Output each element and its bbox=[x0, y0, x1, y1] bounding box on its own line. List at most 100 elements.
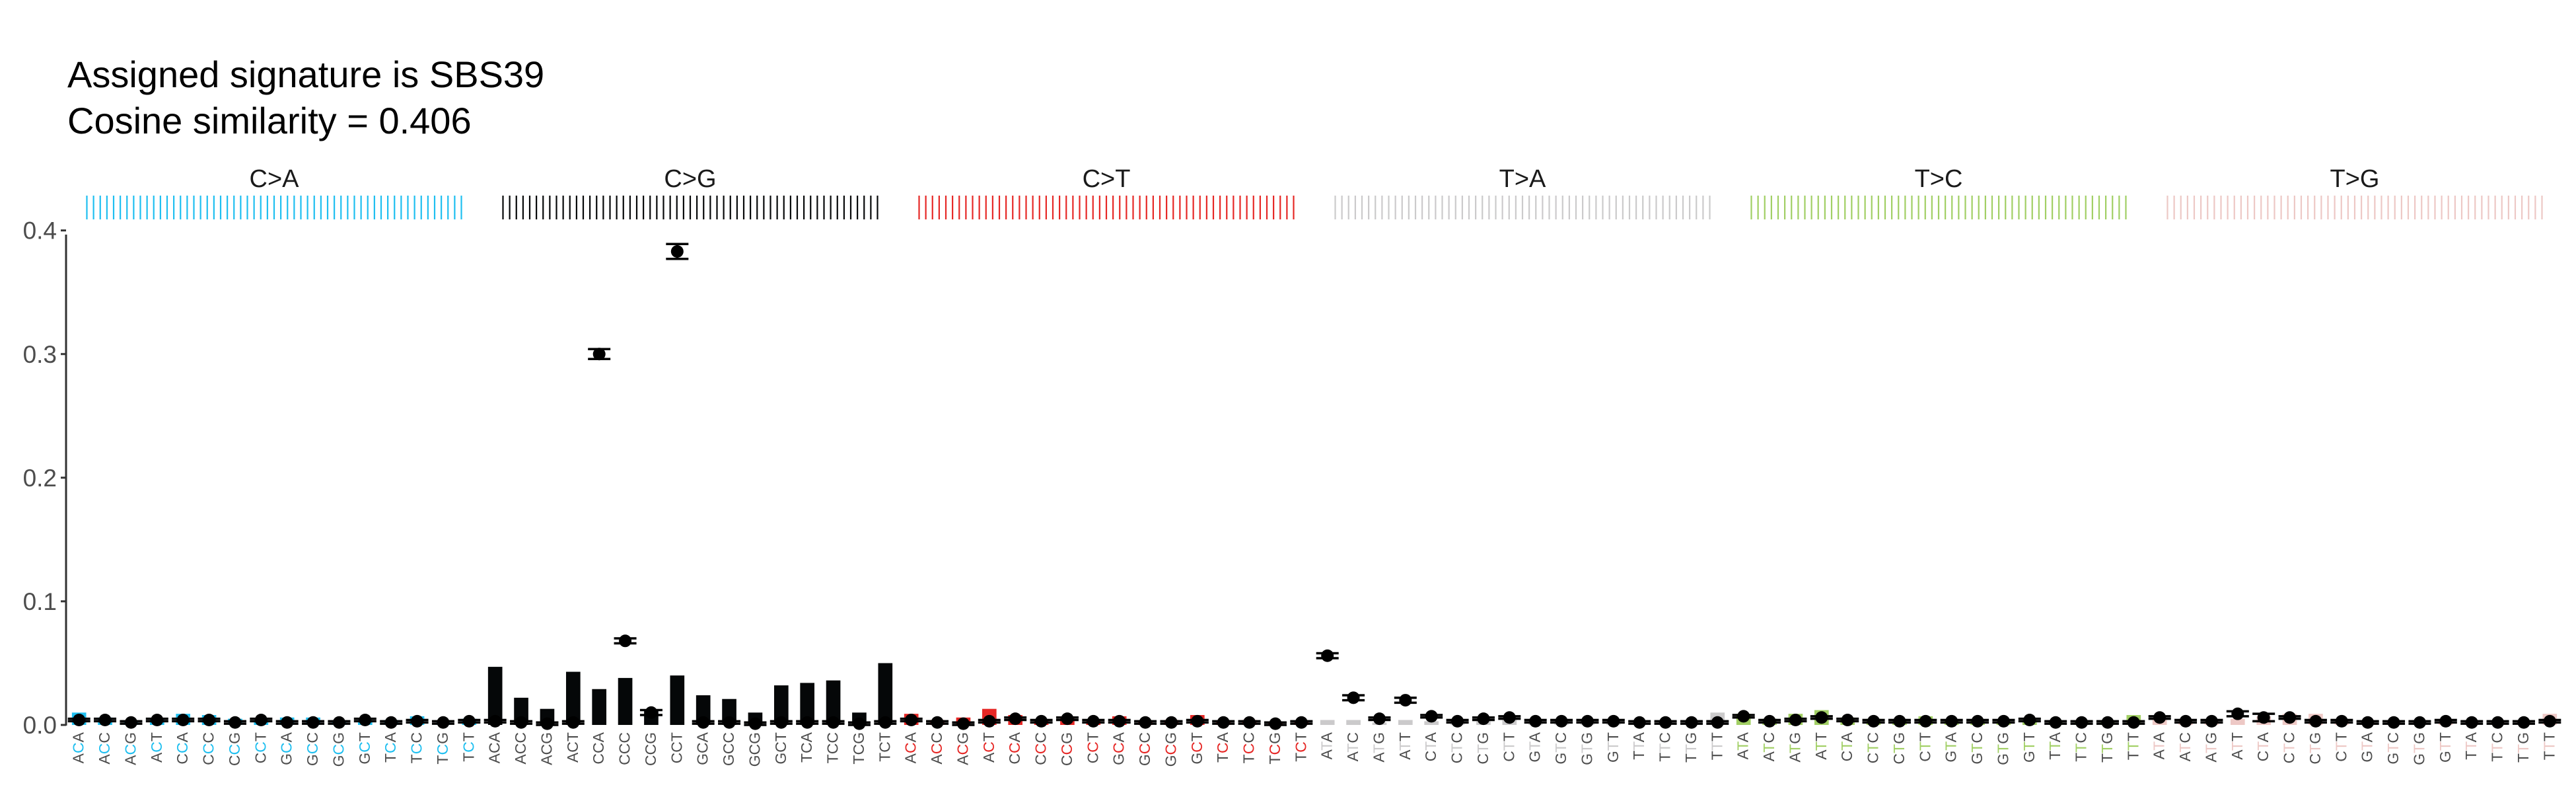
signature-bar bbox=[1398, 720, 1413, 725]
x-tick-label: GTT bbox=[1604, 732, 1622, 763]
x-tick-label: CTA bbox=[2254, 732, 2272, 761]
sample-point bbox=[1009, 712, 1022, 726]
sample-point bbox=[1659, 716, 1672, 729]
sample-point bbox=[1711, 716, 1724, 729]
x-tick-label: CTC bbox=[2281, 732, 2298, 763]
x-tick-label: ACA bbox=[70, 732, 87, 763]
x-tick-label: CTG bbox=[2307, 732, 2324, 765]
x-tick-label: TCC bbox=[824, 732, 841, 763]
x-tick-label: TCG bbox=[1266, 732, 1283, 765]
sample-point bbox=[1893, 714, 1906, 728]
x-tick-label: GTG bbox=[1578, 732, 1595, 765]
sample-point bbox=[931, 716, 944, 729]
sample-point bbox=[203, 714, 216, 727]
sample-point bbox=[2465, 716, 2478, 729]
x-tick-label: TCT bbox=[460, 732, 477, 762]
sample-point bbox=[1139, 716, 1152, 729]
sample-point bbox=[124, 716, 137, 729]
signature-bar bbox=[773, 685, 789, 725]
x-tick-label: TTC bbox=[2489, 732, 2506, 762]
x-tick-label: ACG bbox=[538, 732, 555, 765]
x-tick-label: CCT bbox=[668, 732, 685, 763]
x-tick-label: GCG bbox=[330, 732, 347, 767]
x-tick-label: ACT bbox=[980, 732, 997, 763]
sample-point bbox=[540, 717, 554, 730]
sample-point bbox=[2361, 716, 2375, 729]
sample-point bbox=[748, 717, 762, 730]
sample-point bbox=[1737, 710, 1750, 723]
x-tick-label: GCT bbox=[772, 732, 789, 765]
sample-point bbox=[73, 714, 86, 727]
sample-point bbox=[1425, 710, 1438, 723]
signature-bar bbox=[1346, 720, 1361, 725]
y-tick-label: 0.0 bbox=[23, 712, 57, 739]
x-tick-label: ATT bbox=[1396, 732, 1413, 760]
sample-point bbox=[775, 716, 788, 729]
sample-point bbox=[1113, 714, 1126, 728]
sample-point bbox=[1685, 716, 1698, 729]
x-tick-label: CCC bbox=[616, 732, 633, 765]
x-tick-label: ATT bbox=[1812, 732, 1830, 760]
sample-point bbox=[2517, 716, 2530, 729]
sample-point bbox=[1867, 714, 1880, 728]
sample-point bbox=[697, 716, 710, 729]
mutation-type-label: T>G bbox=[2330, 165, 2380, 193]
chart-title: Assigned signature is SBS39 bbox=[67, 54, 545, 95]
sample-point bbox=[2413, 716, 2426, 729]
x-tick-label: GTC bbox=[1968, 732, 1986, 765]
x-tick-label: ATC bbox=[1344, 732, 1361, 761]
x-tick-label: TTG bbox=[2098, 732, 2116, 763]
sample-point bbox=[2127, 716, 2140, 729]
signature-bar bbox=[618, 677, 633, 725]
sample-point bbox=[1815, 711, 1828, 724]
sample-point bbox=[1503, 711, 1516, 724]
mutation-type-label: C>T bbox=[1083, 165, 1131, 193]
mutation-type-label: T>A bbox=[1499, 165, 1546, 193]
x-tick-label: ACA bbox=[486, 732, 503, 763]
x-tick-label: ACG bbox=[122, 732, 139, 765]
x-tick-label: TCA bbox=[382, 732, 399, 763]
sample-point bbox=[1347, 691, 1360, 704]
x-tick-label: TCT bbox=[1292, 732, 1309, 762]
x-tick-label: ATG bbox=[1786, 732, 1803, 763]
sample-point bbox=[2153, 711, 2166, 724]
sample-point bbox=[1243, 716, 1256, 729]
x-tick-label: GTA bbox=[1943, 732, 1960, 762]
sample-point bbox=[1191, 714, 1204, 728]
sample-point bbox=[1399, 694, 1412, 707]
signature-bar bbox=[1424, 721, 1439, 725]
sample-point bbox=[229, 716, 242, 729]
sample-point bbox=[2283, 711, 2297, 724]
x-tick-label: TCA bbox=[798, 732, 815, 763]
sample-point bbox=[306, 716, 320, 729]
sample-point bbox=[1217, 716, 1230, 729]
x-tick-label: GTG bbox=[2410, 732, 2427, 765]
sample-point bbox=[645, 706, 658, 719]
sample-point bbox=[1061, 712, 1074, 726]
x-tick-label: ACC bbox=[928, 732, 945, 765]
sample-point bbox=[98, 714, 112, 727]
sample-point bbox=[983, 714, 996, 728]
sample-point bbox=[489, 714, 502, 728]
y-tick-label: 0.1 bbox=[23, 588, 57, 615]
x-tick-label: CCG bbox=[226, 732, 243, 766]
sample-point bbox=[1529, 714, 1542, 728]
x-tick-label: TTT bbox=[2540, 732, 2558, 760]
sample-point bbox=[332, 716, 345, 729]
sample-point bbox=[2543, 714, 2556, 728]
x-tick-label: GTC bbox=[2384, 732, 2402, 765]
sample-point bbox=[2335, 714, 2348, 728]
x-tick-label: TCC bbox=[1240, 732, 1258, 763]
sample-points bbox=[67, 243, 2561, 730]
sample-point bbox=[2205, 714, 2218, 728]
x-tick-label: GCT bbox=[1188, 732, 1205, 765]
chart-subtitle: Cosine similarity = 0.406 bbox=[67, 100, 472, 141]
x-tick-label: ACC bbox=[96, 732, 113, 765]
x-tick-label: ACC bbox=[512, 732, 529, 765]
sample-point bbox=[1035, 714, 1048, 728]
sample-point bbox=[281, 716, 294, 729]
sample-point bbox=[1607, 714, 1620, 728]
x-tick-label: TTC bbox=[1657, 732, 1674, 762]
x-tick-label: TTT bbox=[2124, 732, 2141, 760]
